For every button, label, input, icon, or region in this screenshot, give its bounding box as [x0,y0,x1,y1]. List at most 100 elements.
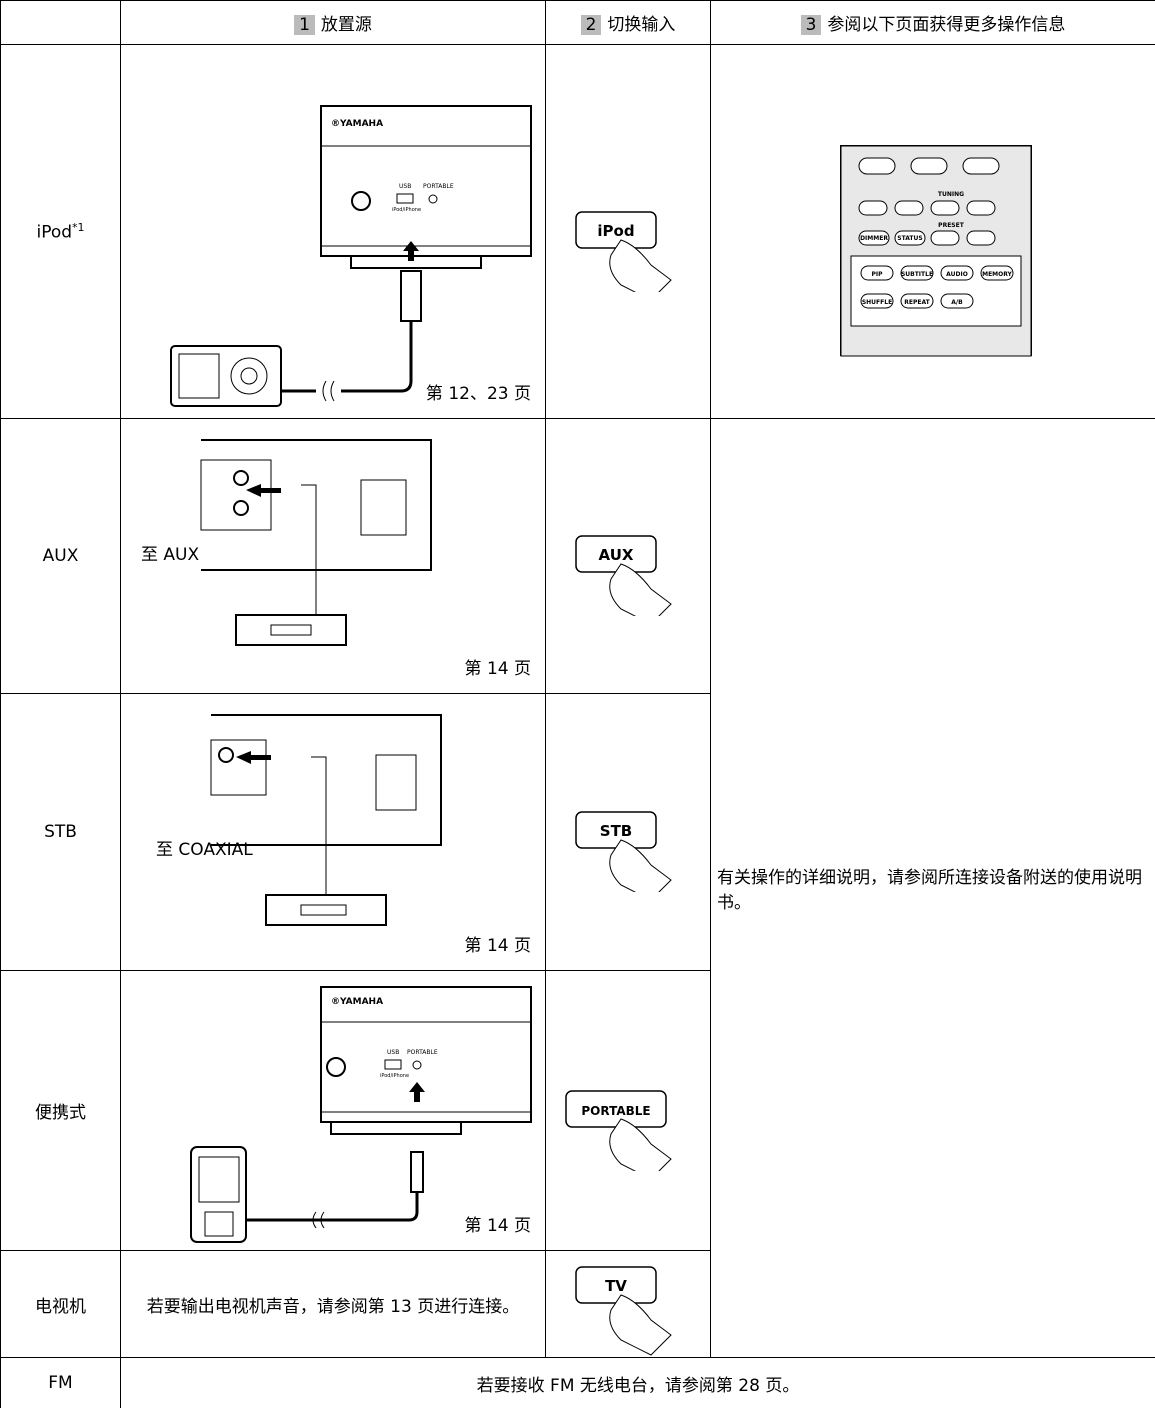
shape [410,1150,424,1193]
shape [233,499,249,516]
shape: STB [575,811,672,892]
row: FM 若要接收 FM 无线电台，请参阅第 28 页。 [0,1357,1155,1408]
cell: iPod*1 [0,44,121,419]
cell: iPod [545,44,711,419]
usb-label: USB [387,1049,399,1056]
remote-label: TUNING [938,191,964,198]
instruction: 若要输出电视机声音，请参阅第 13 页进行连接。 [146,1296,520,1317]
cell: STB [0,693,121,971]
shape [384,1059,402,1069]
footnote: *1 [72,220,85,234]
shape [412,1060,422,1069]
note-cell: 有关操作的详细说明，请参阅所连接设备附送的使用说明书。 [710,418,1155,1358]
header: 切换输入 [607,15,676,35]
shape [858,230,890,245]
shape [240,367,258,384]
shape [210,739,267,795]
shape [351,190,371,211]
source-name: 电视机 [35,1296,86,1317]
shape [930,200,960,215]
shape [910,157,948,174]
step-number: 1 [294,15,315,35]
connection-label: 至 AUX [141,545,199,565]
source-name: 便携式 [35,1103,86,1123]
shape [609,563,672,616]
remote-label: STATUS [897,235,922,242]
shape [980,265,1014,280]
shape [858,157,896,174]
button-illustration: TV [575,1265,672,1356]
source-name: FM [48,1373,73,1393]
shape: AUX [575,535,672,616]
header: 参阅以下页面获得更多操作信息 [827,15,1066,35]
shape [218,746,234,763]
shape [966,230,996,245]
remote-label: REPEAT [904,299,930,306]
shape: TUNING PRESET DIMMER STATUS PIP SUBTITLE… [860,191,1012,306]
iphone-label: iPod/iPhone [380,1073,409,1079]
row: AUX 至 AUX 第 14 页 AUX 有关操作的详细说明，请参阅所连接设备附… [0,418,1155,1358]
shape [326,1056,346,1077]
iphone-label: iPod/iPhone [392,207,421,213]
button-label: AUX [599,546,634,564]
cell: ®YAMAHA USB PORTABLE iPod/iPhone 第 12、23… [120,44,546,419]
shape [894,200,924,215]
button-label: PORTABLE [581,1104,650,1118]
ipod-illustration: ®YAMAHA USB PORTABLE iPod/iPhone [170,104,532,407]
source-name: iPod [36,222,73,243]
usb-label: USB [399,183,411,190]
header-row: 1 放置源 2 切换输入 3 参阅以下页面获得更多操作信息 [0,0,1155,45]
shape [940,293,974,308]
shape [966,200,996,215]
cell: 3 参阅以下页面获得更多操作信息 [710,0,1155,45]
step-number: 3 [800,15,822,35]
shape [396,193,414,203]
cell: FM [0,1357,121,1408]
shape [360,479,407,535]
cell: 便携式 [0,970,121,1251]
cell: PORTABLE [545,970,711,1251]
remote-illustration: TUNING PRESET DIMMER STATUS PIP SUBTITLE… [840,144,1032,356]
button-label: TV [605,1277,627,1295]
stb-illustration: 至 COAXIAL [156,713,442,926]
brand: ®YAMAHA [331,997,383,1007]
shape [198,1156,240,1202]
shape [276,320,413,392]
cell: TV [545,1250,711,1358]
shape [178,353,220,398]
shape [236,750,271,764]
remote-label: PRESET [938,222,965,229]
shape [233,469,249,486]
shape [246,483,281,497]
cell: ®YAMAHA USB PORTABLE iPod/iPhone 第 14 页 [120,970,546,1251]
shape [940,265,974,280]
shape [266,756,327,917]
shape: iPod [575,210,672,292]
shape [375,754,417,810]
shape: TV [575,1265,672,1356]
shape [858,200,888,215]
button-illustration: STB [575,811,672,892]
remote-label: PIP [871,271,883,278]
remote-label: SUBTITLE [901,271,933,278]
remote-label: SHUFFLE [862,299,892,306]
row: 便携式 ®YAMAHA USB PORTABLE iPod/iPhone 第 1… [0,970,1155,1251]
cell: 若要接收 FM 无线电台，请参阅第 28 页。 [120,1357,1155,1408]
shape [609,1293,672,1356]
connection-label: 至 COAXIAL [156,840,253,860]
shape [300,904,347,915]
header: 放置源 [320,15,372,35]
cell [0,0,121,45]
shape [322,380,335,401]
cell: TUNING PRESET DIMMER STATUS PIP SUBTITLE… [710,44,1155,419]
cell: 至 COAXIAL 第 14 页 [120,693,546,971]
cell: STB [545,693,711,971]
shape [270,624,312,635]
step-number: 2 [580,15,602,35]
shape [860,265,894,280]
shape [860,293,894,308]
source-name: AUX [42,546,79,566]
